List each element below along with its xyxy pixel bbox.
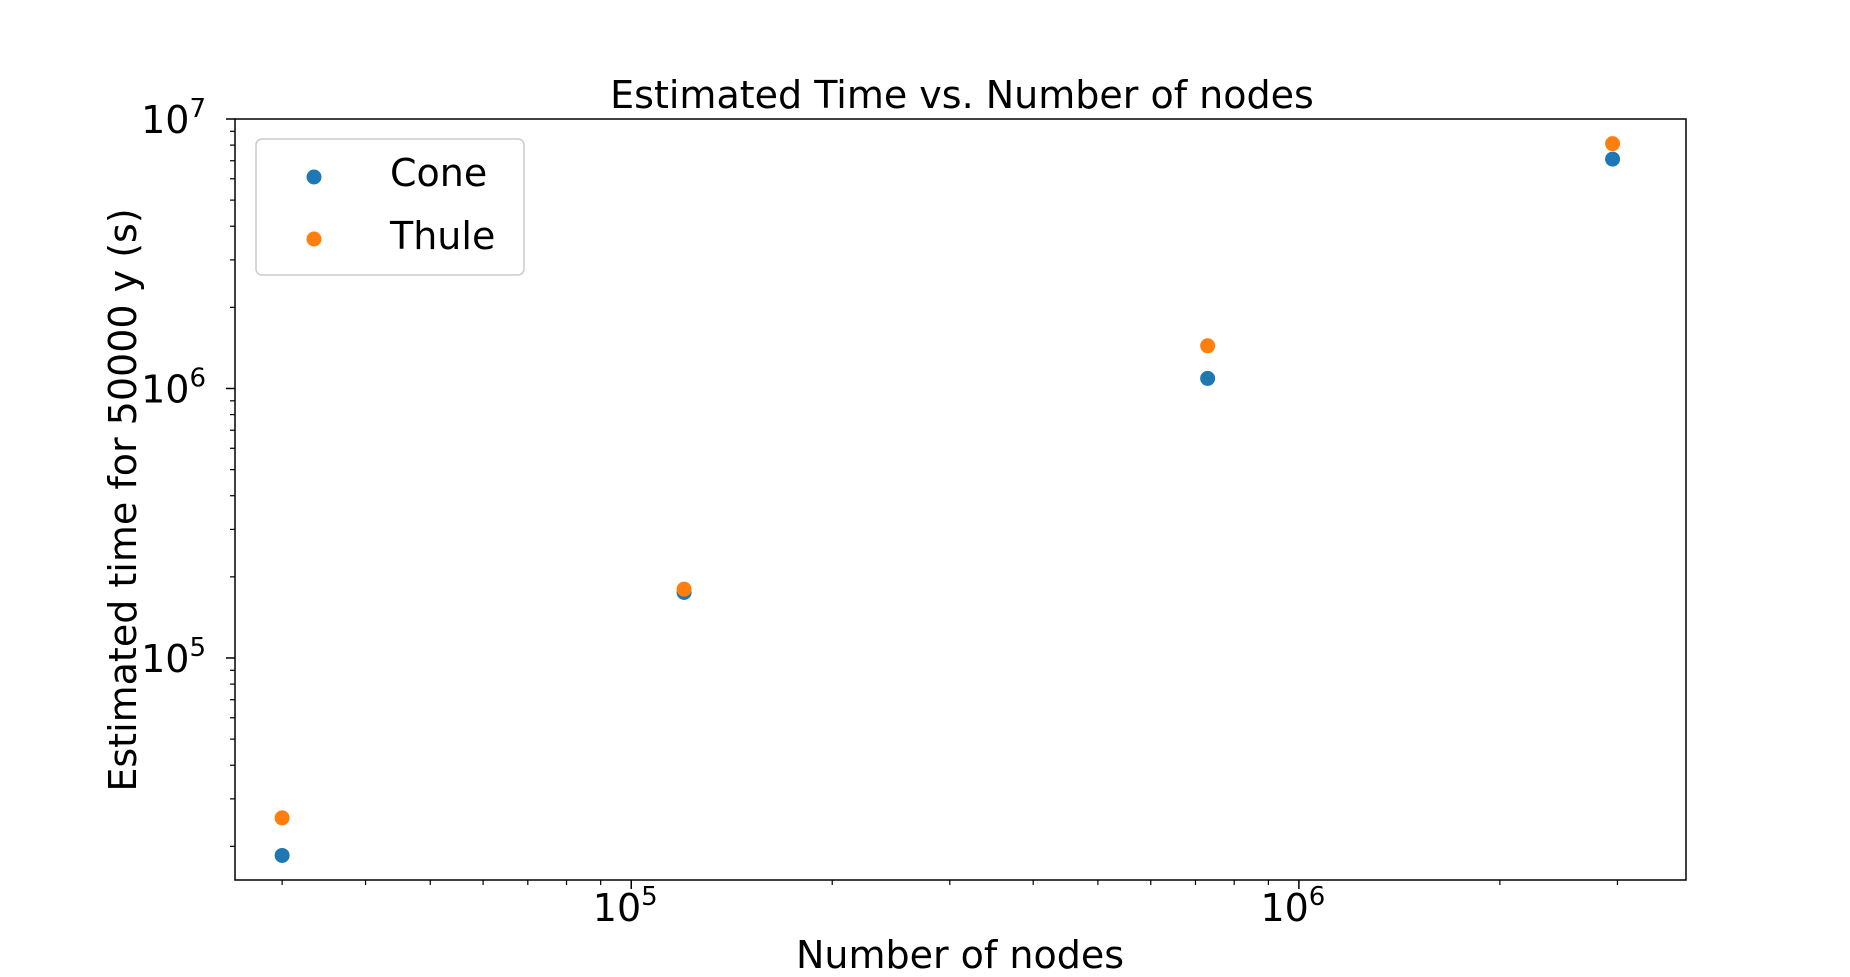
y-tick-label: 105 <box>141 633 206 681</box>
legend-marker-cone <box>306 169 322 185</box>
data-point-cone <box>1200 370 1216 386</box>
legend-box <box>255 138 525 276</box>
minor-ticks <box>230 130 1619 885</box>
data-point-thule <box>1605 136 1621 152</box>
y-tick-label: 106 <box>141 363 206 411</box>
data-point-thule <box>274 810 290 826</box>
data-point-cone <box>274 847 290 863</box>
data-point-thule <box>676 581 692 597</box>
legend-label-thule: Thule <box>389 214 495 258</box>
y-tick-label: 107 <box>141 94 206 142</box>
x-tick-label: 105 <box>593 882 658 930</box>
data-point-thule <box>1200 338 1216 354</box>
data-points <box>274 136 1621 863</box>
legend-marker-thule <box>306 231 322 247</box>
x-tick-label: 106 <box>1260 882 1325 930</box>
legend: Cone Thule <box>255 138 525 276</box>
plot-area-frame <box>234 118 1687 881</box>
y-axis-label: Estimated time for 50000 y (s) <box>101 208 145 791</box>
x-axis-label: Number of nodes <box>796 933 1124 977</box>
data-point-cone <box>1605 151 1621 167</box>
chart-title: Estimated Time vs. Number of nodes <box>610 73 1314 117</box>
legend-label-cone: Cone <box>390 151 487 195</box>
